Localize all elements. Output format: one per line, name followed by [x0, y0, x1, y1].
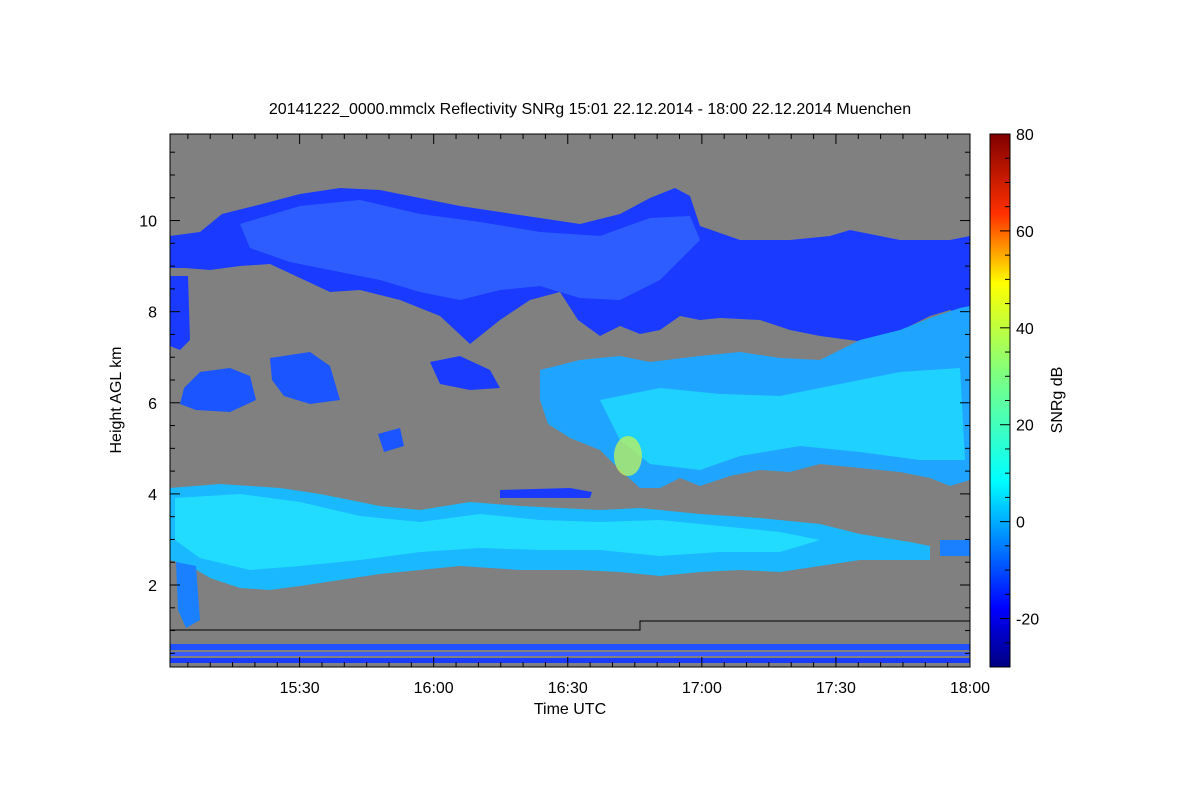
left-precip-streak [176, 562, 200, 628]
y-tick-label: 6 [148, 396, 157, 413]
x-tick-label: 15:30 [280, 680, 320, 697]
lower-right-echo [940, 540, 970, 556]
x-tick-label: 16:30 [548, 680, 588, 697]
y-tick-label: 4 [148, 487, 157, 504]
colorbar-tick-label: 80 [1016, 127, 1034, 144]
clutter-band-2 [170, 652, 970, 656]
x-tick-label: 17:30 [816, 680, 856, 697]
left-mid-patch-3 [378, 428, 404, 452]
x-tick-label: 16:00 [414, 680, 454, 697]
x-axis: 15:30 16:00 16:30 17:00 17:30 18:00 [187, 134, 990, 697]
left-strip-echo [170, 276, 190, 350]
y-axis-label: Height AGL km [108, 346, 125, 453]
x-tick-label: 18:00 [950, 680, 990, 697]
clutter-band-3 [170, 658, 970, 663]
radar-echoes [170, 188, 970, 663]
left-mid-patch-1 [180, 368, 256, 412]
clutter-band-1 [170, 644, 970, 650]
y-tick-label: 10 [139, 214, 157, 231]
thin-mid-band [500, 488, 592, 498]
colorbar-tick-label: 60 [1016, 224, 1034, 241]
colorbar-tick-label: 0 [1016, 515, 1025, 532]
left-mid-patch-2 [270, 352, 340, 404]
y-tick-label: 2 [148, 578, 157, 595]
colorbar-tick-label: -20 [1016, 612, 1039, 629]
x-axis-label: Time UTC [534, 701, 606, 718]
colorbar-tick-label: 20 [1016, 418, 1034, 435]
mid-upper-core [600, 368, 965, 470]
upper-cloud-core [240, 200, 700, 300]
colorbar-label: SNRg dB [1049, 367, 1066, 434]
y-tick-label: 8 [148, 305, 157, 322]
strong-echo-spot [614, 436, 642, 476]
colorbar-tick-label: 40 [1016, 321, 1034, 338]
colorbar-ticks: -20 0 20 40 60 80 [1000, 127, 1039, 668]
y-axis: 2 4 6 8 10 [139, 151, 970, 654]
lower-cloud-core [175, 494, 820, 570]
plot-frame [169, 133, 971, 668]
chart-title: 20141222_0000.mmclx Reflectivity SNRg 15… [269, 101, 911, 118]
x-tick-label: 17:00 [682, 680, 722, 697]
mid-patch-4 [430, 356, 500, 390]
cloud-base-line [170, 620, 970, 631]
